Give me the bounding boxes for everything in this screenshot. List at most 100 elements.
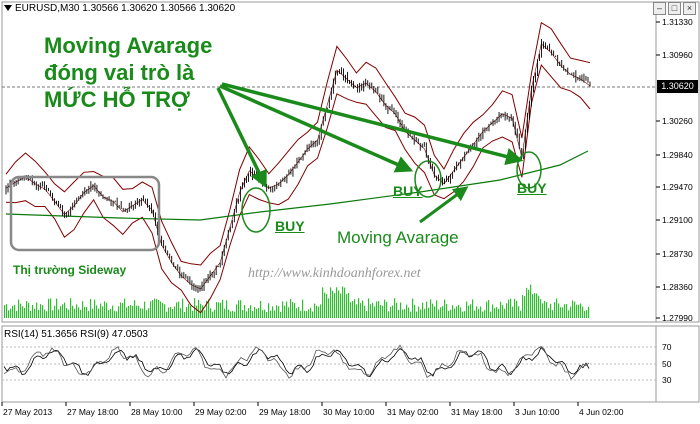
volume-bar — [418, 306, 420, 318]
volume-bar — [412, 298, 414, 318]
volume-bar — [472, 299, 474, 318]
volume-bar — [186, 306, 188, 318]
volume-bar — [276, 305, 278, 318]
volume-bar — [370, 304, 372, 318]
volume-bar — [436, 300, 438, 318]
volume-bar — [116, 311, 118, 318]
volume-bar — [200, 303, 202, 318]
volume-bar — [438, 309, 440, 318]
volume-bar — [286, 301, 288, 318]
volume-bar — [462, 311, 464, 318]
volume-bar — [234, 311, 236, 318]
rsi-tick-label: 30 — [662, 375, 672, 385]
rsi-label: RSI(14) 51.3656 RSI(9) 47.0503 — [4, 329, 148, 340]
volume-bar — [356, 304, 358, 318]
volume-bar — [314, 303, 316, 318]
volume-bar — [434, 306, 436, 318]
volume-bar — [520, 310, 522, 318]
volume-bar — [46, 311, 48, 318]
price-tick-label: 1.30260 — [662, 116, 693, 126]
volume-bar — [254, 307, 256, 318]
volume-bar — [528, 289, 530, 318]
volume-bar — [162, 303, 164, 318]
volume-bar — [122, 302, 124, 318]
volume-bar — [332, 290, 334, 318]
rsi-tick-label: 50 — [662, 359, 672, 369]
volume-bar — [464, 311, 466, 318]
volume-bar — [344, 287, 346, 318]
volume-bar — [360, 303, 362, 318]
volume-bar — [268, 303, 270, 318]
volume-bar — [306, 311, 308, 318]
maximize-button[interactable]: □ — [668, 2, 681, 15]
volume-bar — [576, 304, 578, 318]
volume-bar — [236, 304, 238, 318]
volume-bar — [32, 305, 34, 318]
time-tick-label: 29 May 02:00 — [195, 407, 247, 417]
volume-bar — [480, 306, 482, 318]
time-tick-label: 27 May 2013 — [3, 407, 52, 417]
volume-bar — [458, 304, 460, 318]
volume-bar — [312, 311, 314, 318]
volume-bar — [432, 303, 434, 318]
volume-bar — [56, 298, 58, 318]
volume-bar — [270, 310, 272, 318]
volume-bar — [476, 306, 478, 318]
volume-bar — [380, 304, 382, 318]
volume-bar — [84, 307, 86, 318]
volume-bar — [242, 309, 244, 318]
close-button[interactable]: × — [683, 2, 696, 15]
volume-bar — [584, 310, 586, 318]
volume-bar — [536, 293, 538, 318]
volume-bar — [468, 305, 470, 318]
price-tick-label: 1.28730 — [662, 249, 693, 259]
volume-bar — [176, 302, 178, 318]
volume-bar — [44, 309, 46, 318]
price-axis-panel — [655, 1, 700, 323]
volume-bar — [240, 300, 242, 318]
sideway-label: Thị trường Sideway — [13, 263, 127, 277]
volume-bar — [582, 306, 584, 318]
volume-bar — [74, 308, 76, 318]
volume-bar — [440, 307, 442, 318]
volume-bar — [366, 310, 368, 318]
volume-bar — [250, 305, 252, 318]
main-plot-frame — [1, 1, 657, 323]
volume-bar — [124, 298, 126, 318]
volume-bar — [384, 299, 386, 318]
volume-bar — [352, 300, 354, 318]
volume-bar — [402, 309, 404, 318]
volume-bar — [484, 310, 486, 318]
volume-bar — [148, 308, 150, 318]
volume-bar — [14, 304, 16, 318]
volume-bar — [258, 307, 260, 318]
volume-bar — [376, 301, 378, 318]
volume-bar — [168, 307, 170, 318]
volume-bar — [204, 310, 206, 318]
dropdown-triangle-icon[interactable] — [4, 5, 12, 12]
volume-bar — [552, 310, 554, 318]
volume-bar — [38, 309, 40, 318]
rsi-axis-ticks: 70 50 30 — [662, 342, 672, 385]
volume-bar — [66, 308, 68, 318]
volume-bar — [400, 302, 402, 318]
volume-bar — [362, 300, 364, 318]
price-tick-label: 1.30960 — [662, 50, 693, 60]
volume-bar — [252, 311, 254, 318]
volume-bar — [508, 299, 510, 318]
volume-bar — [22, 306, 24, 318]
volume-bar — [132, 305, 134, 318]
minimize-button[interactable]: – — [653, 2, 666, 15]
volume-bar — [246, 311, 248, 318]
volume-bar — [578, 304, 580, 318]
volume-bar — [108, 310, 110, 318]
volume-bar — [88, 310, 90, 318]
price-tick-label: 1.27990 — [662, 313, 693, 323]
volume-bars — [4, 284, 590, 318]
volume-bar — [368, 298, 370, 318]
rsi-14-line — [3, 346, 590, 378]
volume-bar — [82, 301, 84, 318]
volume-bar — [544, 300, 546, 318]
volume-bar — [398, 309, 400, 318]
